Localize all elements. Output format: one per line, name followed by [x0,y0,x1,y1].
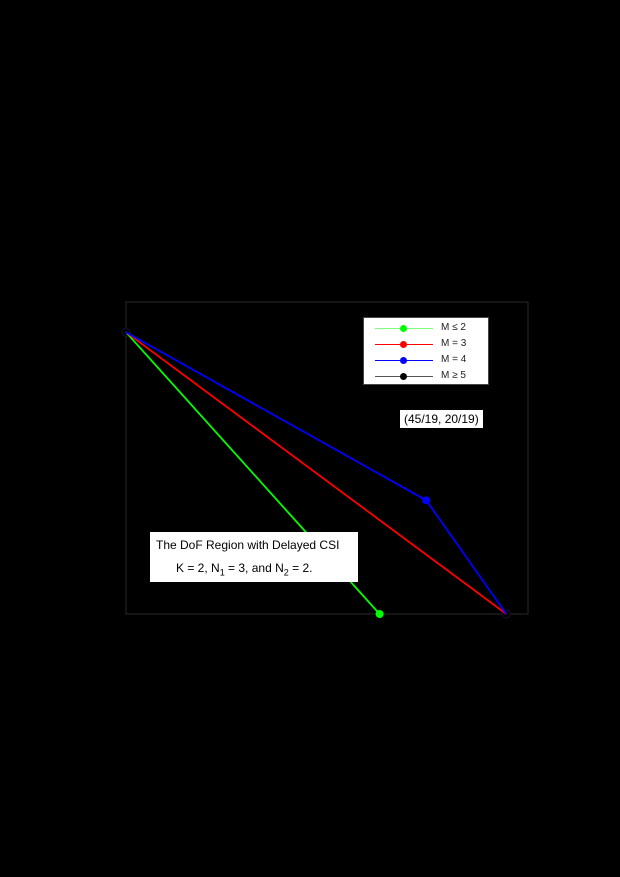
legend-item-m-le-2: M ≤ 2 [364,320,488,337]
legend-marker-green [400,325,407,332]
corner-point-label: (45/19, 20/19) [400,410,483,428]
legend-label: M ≤ 2 [441,322,466,333]
region-parameters: K = 2, N1 = 3, and N2 = 2. [176,561,312,577]
series-line-1 [125,331,507,615]
legend-item-m-ge-5: M ≥ 5 [364,368,488,385]
param-text: = 3, and N [224,561,284,575]
region-title: The DoF Region with Delayed CSI [156,538,340,552]
legend-item-m-eq-3: M = 3 [364,336,488,353]
param-text: = 2. [288,561,313,575]
legend-label: M = 3 [441,338,467,349]
legend-marker-black [400,373,407,380]
legend-label: M = 4 [441,354,467,365]
plot-frame [125,301,529,615]
param-text: K = 2, N [176,561,220,575]
legend-item-m-eq-4: M = 4 [364,352,488,369]
legend: M ≤ 2 M = 3 M = 4 M ≥ 5 [363,317,489,385]
legend-marker-blue [400,357,407,364]
data-point-marker [375,610,384,618]
legend-marker-red [400,341,407,348]
param-subscript: 1 [219,567,225,578]
param-subscript: 2 [283,567,289,578]
legend-label: M ≥ 5 [441,370,466,381]
region-description-box: The DoF Region with Delayed CSI K = 2, N… [150,532,358,582]
series-layer [121,327,511,619]
data-point-marker [422,496,431,505]
